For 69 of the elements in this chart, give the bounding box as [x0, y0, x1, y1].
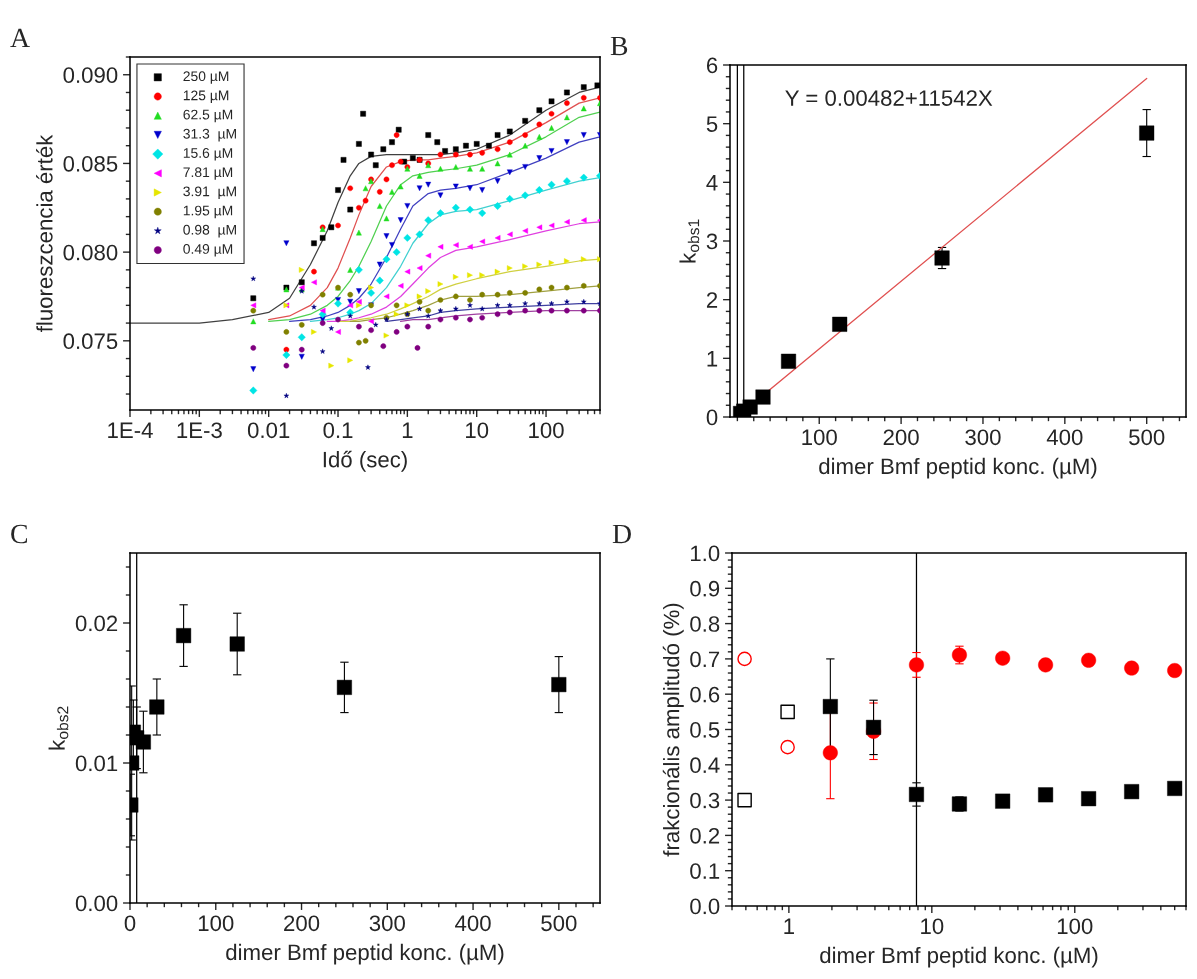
chart-title: C: [11, 524, 27, 544]
x-tick-label: 0.01: [247, 422, 290, 439]
y-tick-label: 0.02: [75, 615, 118, 632]
y-tick-label: 0.075: [63, 333, 118, 350]
y-tick-label: 0.4: [690, 757, 720, 774]
y-tick-label: 0.080: [63, 244, 118, 261]
x-tick-label: 200: [883, 429, 919, 446]
x-tick-label: 400: [1046, 429, 1083, 446]
x-tick-label: 10: [921, 918, 944, 935]
y-tick-label: 1.0: [691, 545, 720, 562]
legend-label: 7.81 µM: [183, 167, 233, 180]
x-tick-label: 100: [1057, 918, 1093, 935]
chart-title: D: [612, 524, 631, 544]
x-tick-label: 200: [284, 915, 320, 932]
chart-title: B: [610, 36, 628, 56]
x-tick-label: 300: [369, 915, 405, 932]
x-tick-label: 1: [402, 422, 413, 438]
legend-label: 31.3 µM: [183, 128, 236, 142]
x-tick-label: 0.1: [323, 422, 353, 439]
x-tick-label: 500: [1129, 429, 1165, 446]
y-tick-label: 0.01: [75, 755, 118, 772]
y-tick-label: 1: [707, 351, 718, 367]
x-tick-label: 100: [802, 429, 837, 446]
x-axis-title: dimer Bmf peptid konc. (µM): [226, 943, 504, 965]
x-tick-label: 1E-4: [108, 422, 153, 438]
x-tick-label: 500: [541, 915, 577, 932]
legend-label: 125 µM: [183, 90, 229, 104]
legend-label: 3.91 µM: [183, 186, 236, 200]
legend-label: 15.6 µM: [183, 148, 233, 161]
y-tick-label: 0: [706, 409, 718, 426]
x-axis-title: Idő (sec): [323, 450, 407, 472]
x-tick-label: 1: [784, 918, 794, 934]
y-tick-label: 0.090: [63, 67, 118, 84]
y-tick-label: 0.7: [690, 651, 720, 668]
y-tick-label: 0.0: [690, 898, 720, 915]
annotation: Y = 0.00482+11542X: [785, 90, 993, 106]
x-tick-label: 10: [466, 422, 489, 439]
y-tick-label: 0.3: [690, 792, 720, 809]
x-axis-title: dimer Bmf peptid konc. (µM): [819, 457, 1097, 479]
y-axis-title: frakcionális amplitudó (%): [662, 603, 684, 857]
y-tick-label: 0.085: [63, 155, 118, 172]
y-axis-title: k$_{obs1}$: [679, 219, 700, 263]
chart-title: A: [10, 28, 30, 48]
x-axis-title: dimer Bmf peptid konc. (µM): [820, 946, 1098, 968]
y-tick-label: 0.6: [690, 686, 720, 703]
y-tick-label: 0.8: [690, 616, 720, 632]
x-tick-label: 1E-3: [177, 422, 222, 439]
legend-label: 0.49 µM: [183, 244, 233, 257]
legend-label: 250 µM: [183, 71, 229, 84]
y-tick-label: 6: [706, 57, 718, 74]
y-tick-label: 0.9: [690, 580, 720, 597]
y-tick-label: 5: [706, 116, 718, 132]
legend-label: 62.5 µM: [183, 109, 233, 123]
legend-label: 1.95 µM: [183, 205, 233, 219]
y-axis-title: fluoreszcencia érték: [36, 134, 53, 332]
x-tick-label: 100: [529, 422, 564, 439]
x-tick-label: 0: [124, 915, 136, 932]
y-tick-label: 2: [706, 292, 718, 308]
y-tick-label: 0.1: [690, 863, 720, 879]
x-tick-label: 100: [198, 915, 234, 932]
y-axis-title: k$_{obs2}$: [48, 706, 69, 750]
y-tick-label: 0.00: [75, 895, 118, 912]
y-tick-label: 4: [706, 175, 718, 191]
x-tick-label: 400: [455, 915, 491, 932]
x-tick-label: 300: [965, 429, 1001, 446]
y-tick-label: 3: [706, 233, 718, 250]
legend-label: 0.98 µM: [183, 224, 236, 238]
y-tick-label: 0.2: [690, 827, 720, 844]
y-tick-label: 0.5: [690, 722, 720, 738]
